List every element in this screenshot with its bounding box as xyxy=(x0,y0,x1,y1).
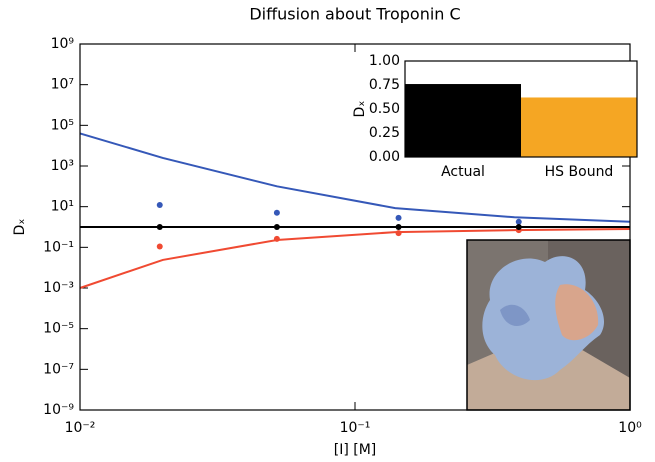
point xyxy=(274,224,280,230)
y-tick-label: 0.50 xyxy=(369,101,400,117)
bar xyxy=(521,97,637,157)
chart: Diffusion about Troponin C [I] [M] Dₓ 10⁻² 1… xyxy=(0,0,655,462)
point xyxy=(516,219,522,225)
point xyxy=(274,210,280,216)
y-tick-label: 10⁷ xyxy=(51,77,74,93)
y-axis-label: Dₓ xyxy=(12,219,28,236)
point xyxy=(396,230,402,236)
point xyxy=(157,224,163,230)
point xyxy=(157,243,163,249)
point xyxy=(396,215,402,221)
y-tick-label: 10³ xyxy=(51,158,74,174)
y-tick-label: 1.00 xyxy=(369,53,400,69)
chart-title: Diffusion about Troponin C xyxy=(249,5,460,24)
x-tick-label: HS Bound xyxy=(545,164,614,180)
y-tick-label: 0.75 xyxy=(369,77,400,93)
x-axis-label: [I] [M] xyxy=(334,442,377,458)
bar xyxy=(405,84,521,157)
point xyxy=(516,224,522,230)
y-axis-label: Dₓ xyxy=(352,101,368,118)
point xyxy=(274,236,280,242)
protein-image xyxy=(467,240,630,410)
x-tick-label: 10⁰ xyxy=(618,420,642,436)
y-tick-label: 10⁻⁵ xyxy=(43,321,74,337)
y-tick-label: 10¹ xyxy=(51,199,74,215)
y-tick-label: 10⁻⁷ xyxy=(43,361,74,377)
y-tick-label: 10⁵ xyxy=(51,117,74,133)
y-tick-label: 10⁹ xyxy=(51,36,75,52)
y-tick-label: 10⁻⁹ xyxy=(43,402,74,418)
y-tick-label: 0.25 xyxy=(369,125,400,141)
y-tick-label: 10⁻³ xyxy=(43,280,74,296)
x-tick-label: Actual xyxy=(441,164,485,180)
y-tick-label: 0.00 xyxy=(369,149,400,165)
x-tick-label: 10⁻¹ xyxy=(340,420,371,436)
y-tick-label: 10⁻¹ xyxy=(43,239,74,255)
point xyxy=(396,224,402,230)
point xyxy=(157,202,163,208)
x-tick-label: 10⁻² xyxy=(65,420,96,436)
